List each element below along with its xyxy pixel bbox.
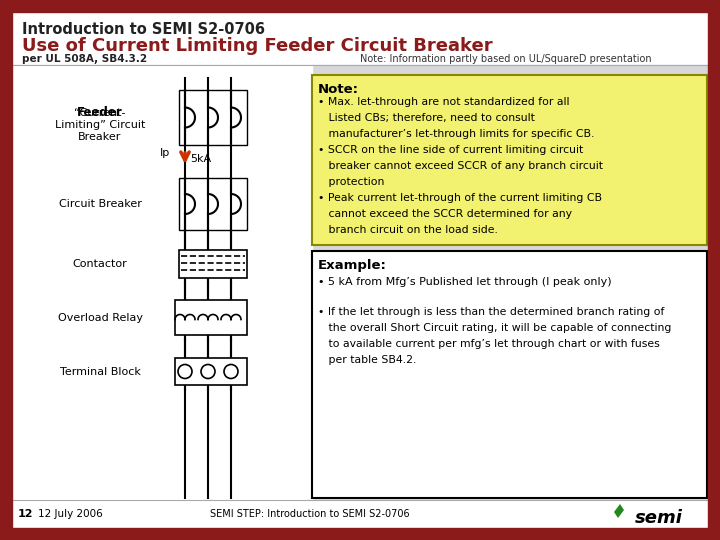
Bar	[0, 528, 720, 540]
Bar	[179, 178, 247, 230]
Text: Example:: Example:	[318, 259, 387, 272]
Text: Use of Current Limiting Feeder Circuit Breaker: Use of Current Limiting Feeder Circuit B…	[22, 37, 492, 55]
Text: Circuit Breaker: Circuit Breaker	[58, 199, 141, 209]
FancyBboxPatch shape	[312, 75, 707, 245]
Text: Note: Information partly based on UL/SquareD presentation: Note: Information partly based on UL/Squ…	[360, 54, 652, 64]
Text: branch circuit on the load side.: branch circuit on the load side.	[318, 225, 498, 235]
Text: Ip: Ip	[160, 148, 170, 158]
Text: per UL 508A, SB4.3.2: per UL 508A, SB4.3.2	[22, 54, 147, 64]
Text: Listed CBs; therefore, need to consult: Listed CBs; therefore, need to consult	[318, 113, 535, 123]
Bar	[12, 65, 708, 503]
Bar	[179, 250, 247, 278]
Text: the overall Short Circuit rating, it will be capable of connecting: the overall Short Circuit rating, it wil…	[318, 323, 671, 333]
Text: Terminal Block: Terminal Block	[60, 367, 140, 377]
Text: 12 July 2006: 12 July 2006	[38, 509, 103, 519]
Bar	[312, 251, 707, 498]
Text: Introduction to SEMI S2-0706: Introduction to SEMI S2-0706	[22, 23, 265, 37]
Text: manufacturer’s let-through limits for specific CB.: manufacturer’s let-through limits for sp…	[318, 129, 595, 139]
Polygon shape	[614, 504, 624, 518]
Text: • If the let through is less than the determined branch rating of: • If the let through is less than the de…	[318, 307, 665, 317]
Text: Note:: Note:	[318, 83, 359, 96]
Text: • SCCR on the line side of current limiting circuit: • SCCR on the line side of current limit…	[318, 145, 583, 155]
Bar	[708, 0, 720, 540]
Bar	[175, 358, 247, 385]
Text: Feeder: Feeder	[77, 105, 123, 118]
Text: Overload Relay: Overload Relay	[58, 313, 143, 323]
Text: • 5 kA from Mfg’s Published let through (I peak only): • 5 kA from Mfg’s Published let through …	[318, 277, 611, 287]
Text: Contactor: Contactor	[73, 259, 127, 269]
Text: breaker cannot exceed SCCR of any branch circuit: breaker cannot exceed SCCR of any branch…	[318, 161, 603, 171]
Bar	[179, 90, 247, 145]
Text: • Peak current let-through of the current limiting CB: • Peak current let-through of the curren…	[318, 193, 602, 203]
Bar	[0, 0, 720, 12]
Text: per table SB4.2.: per table SB4.2.	[318, 355, 416, 365]
Bar	[0, 0, 12, 540]
Text: “Current-
Limiting” Circuit
Breaker: “Current- Limiting” Circuit Breaker	[55, 109, 145, 141]
Text: 12: 12	[18, 509, 34, 519]
Text: SEMI STEP: Introduction to SEMI S2-0706: SEMI STEP: Introduction to SEMI S2-0706	[210, 509, 410, 519]
Text: • Max. let-through are not standardized for all: • Max. let-through are not standardized …	[318, 97, 570, 107]
Text: 5kA: 5kA	[190, 154, 211, 164]
Text: to available current per mfg’s let through chart or with fuses: to available current per mfg’s let throu…	[318, 339, 660, 349]
Bar	[12, 500, 708, 528]
Text: semi: semi	[635, 509, 683, 527]
Text: cannot exceed the SCCR determined for any: cannot exceed the SCCR determined for an…	[318, 209, 572, 219]
Bar	[12, 65, 312, 503]
Text: protection: protection	[318, 177, 384, 187]
Bar	[175, 300, 247, 335]
